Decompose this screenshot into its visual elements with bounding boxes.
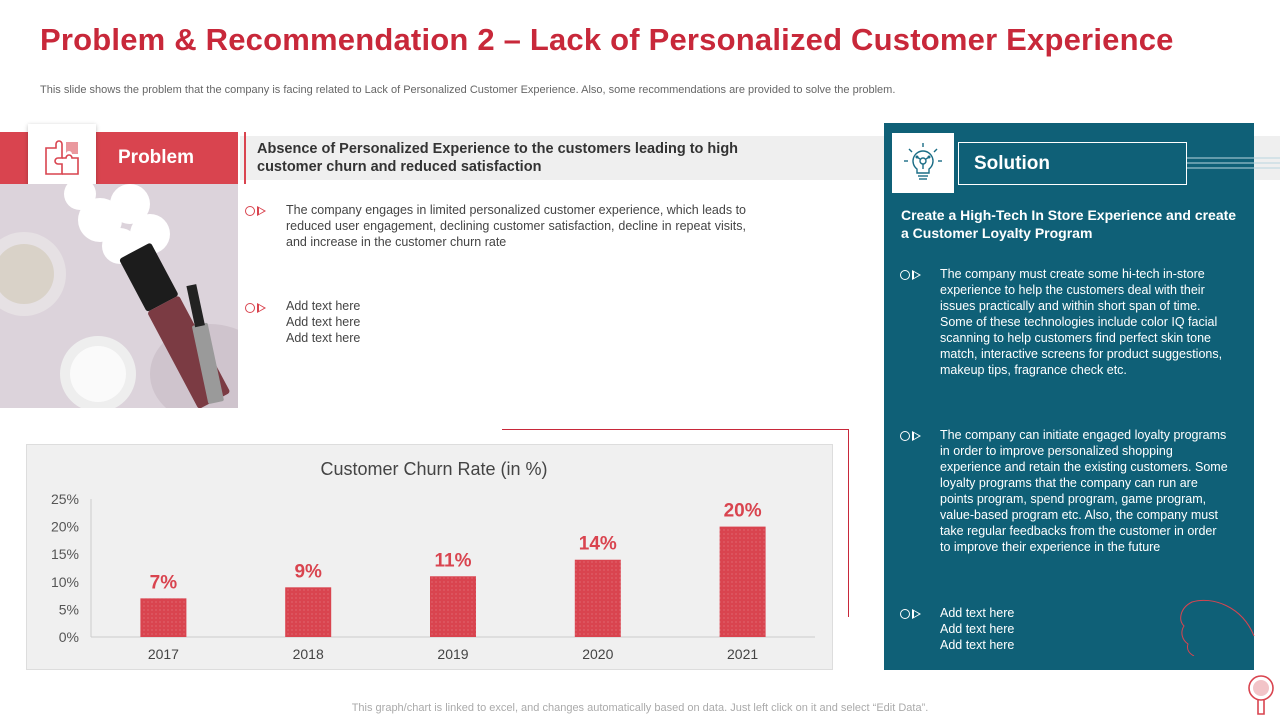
churn-rate-chart[interactable]: Customer Churn Rate (in %) 0% 5% 10% 15% 20%…: [26, 444, 833, 670]
page-title: Problem & Recommendation 2 – Lack of Per…: [40, 22, 1174, 57]
data-label-2019: 11%: [435, 550, 472, 571]
data-label-2018: 9%: [294, 561, 322, 582]
solution-bullet-text-3: Add text here Add text here Add text her…: [940, 606, 1015, 652]
problem-divider: [244, 132, 246, 184]
cosmetics-photo: [0, 184, 238, 408]
bar-2017[interactable]: [140, 598, 187, 637]
churn-rate-chart-svg: Customer Churn Rate (in %) 0% 5% 10% 15% 20%…: [51, 459, 815, 662]
lightbulb-icon: [904, 143, 942, 180]
mirror-icon: [1248, 675, 1274, 715]
solution-decorative-lines: [1187, 157, 1280, 169]
y-tick-label: 25%: [51, 491, 79, 507]
chart-frame-line: [502, 429, 849, 430]
problem-bullet-icon-1: [245, 206, 266, 216]
page-subtitle: This slide shows the problem that the co…: [40, 84, 896, 96]
solution-header-box: [958, 142, 1187, 185]
y-tick-label: 0%: [59, 629, 79, 645]
bar-2020[interactable]: [574, 559, 621, 637]
solution-icon-box: [892, 133, 954, 193]
y-tick-label: 20%: [51, 519, 79, 535]
chart-title: Customer Churn Rate (in %): [320, 459, 547, 479]
x-tick-label-2018: 2018: [293, 646, 324, 662]
puzzle-icon: [45, 140, 79, 175]
problem-bullet-text-1: The company engages in limited personali…: [286, 203, 746, 249]
solution-heading: Create a High-Tech In Store Experience a…: [901, 207, 1237, 241]
x-tick-label-2020: 2020: [582, 646, 613, 662]
solution-bullet-text-1: The company must create some hi-tech in-…: [940, 267, 1223, 377]
y-tick-label: 15%: [51, 546, 79, 562]
footer-note: This graph/chart is linked to excel, and…: [351, 702, 929, 714]
chart-frame-line-vertical: [848, 429, 849, 617]
data-label-2020: 14%: [579, 534, 617, 555]
solution-bullet-icon-3: [900, 609, 921, 619]
solution-bullet-icon-1: [900, 270, 921, 280]
face-outline-decoration: [1180, 599, 1255, 656]
solution-label: Solution: [974, 153, 1050, 174]
problem-icon-box: [28, 124, 96, 192]
bar-2018[interactable]: [285, 587, 332, 637]
x-tick-label-2019: 2019: [437, 646, 468, 662]
problem-bullet-text-2: Add text here Add text here Add text her…: [286, 299, 361, 345]
y-tick-label: 10%: [51, 574, 79, 590]
problem-label: Problem: [118, 147, 195, 168]
y-tick-label: 5%: [59, 601, 79, 617]
data-label-2017: 7%: [150, 572, 178, 593]
solution-bullet-icon-2: [900, 431, 921, 441]
problem-heading: Absence of Personalized Experience to th…: [257, 141, 739, 175]
solution-bullet-text-2: The company can initiate engaged loyalty…: [940, 428, 1228, 554]
x-tick-label-2017: 2017: [148, 646, 179, 662]
bar-2019[interactable]: [430, 576, 476, 637]
bar-2021[interactable]: [719, 526, 766, 637]
x-tick-label-2021: 2021: [727, 646, 758, 662]
solution-panel: [884, 123, 1254, 670]
problem-bullet-icon-2: [245, 303, 266, 313]
data-label-2021: 20%: [724, 501, 762, 522]
